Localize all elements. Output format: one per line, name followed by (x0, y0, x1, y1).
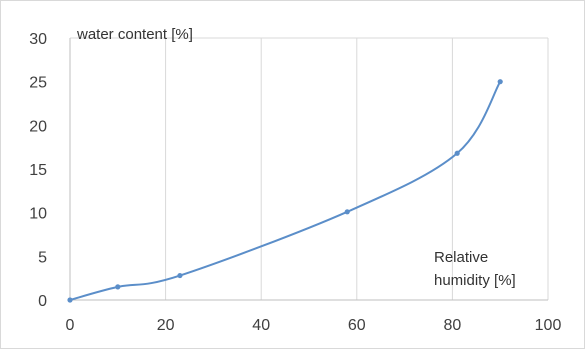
tick-labels: 0 20 40 60 80 100 0 5 10 15 20 25 30 (29, 31, 561, 334)
x-tick-label-0: 0 (66, 317, 75, 334)
x-tick-label-40: 40 (252, 317, 270, 334)
y-tick-label-5: 5 (38, 249, 47, 266)
data-point-0 (67, 297, 73, 303)
series-layer (67, 79, 503, 303)
x-tick-label-80: 80 (444, 317, 462, 334)
x-axis-title-line2: humidity [%] (434, 272, 516, 289)
grid-layer (70, 37, 549, 300)
data-point-81 (454, 150, 460, 156)
y-tick-label-25: 25 (29, 75, 47, 92)
axis-layer (69, 38, 548, 301)
axis-titles: water content [%] Relative humidity [%] (76, 26, 516, 289)
y-axis-title: water content [%] (76, 26, 193, 43)
y-tick-label-15: 15 (29, 162, 47, 179)
data-point-90 (497, 79, 503, 85)
y-tick-label-0: 0 (38, 293, 47, 310)
x-tick-label-60: 60 (348, 317, 366, 334)
series-line-0 (69, 81, 502, 301)
data-point-58 (344, 209, 350, 215)
data-point-23 (177, 272, 183, 279)
x-tick-label-20: 20 (157, 317, 175, 334)
data-point-10 (115, 284, 121, 290)
y-tick-label-30: 30 (29, 31, 47, 48)
y-tick-label-10: 10 (29, 206, 47, 223)
y-tick-label-20: 20 (29, 118, 47, 135)
x-axis-title-line1: Relative (434, 249, 488, 266)
x-tick-label-100: 100 (535, 317, 562, 334)
